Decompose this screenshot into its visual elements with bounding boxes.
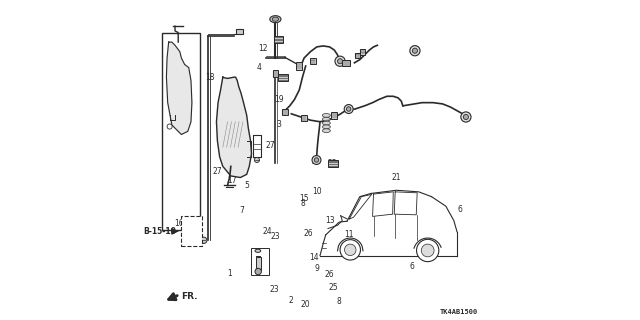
Text: 9: 9 bbox=[314, 264, 319, 273]
Circle shape bbox=[312, 156, 321, 164]
Bar bbox=[181, 216, 202, 246]
Text: 22: 22 bbox=[311, 157, 321, 166]
Text: 13: 13 bbox=[324, 216, 334, 225]
Ellipse shape bbox=[270, 16, 281, 23]
Circle shape bbox=[344, 244, 356, 256]
Text: 5: 5 bbox=[244, 181, 249, 190]
Text: 19: 19 bbox=[274, 95, 284, 104]
Bar bbox=[274, 36, 284, 43]
Text: 2: 2 bbox=[289, 296, 294, 305]
Text: 26: 26 bbox=[303, 229, 313, 238]
Circle shape bbox=[410, 46, 420, 56]
Circle shape bbox=[412, 48, 417, 53]
Ellipse shape bbox=[272, 17, 278, 21]
Ellipse shape bbox=[255, 249, 260, 252]
Circle shape bbox=[463, 115, 468, 120]
Circle shape bbox=[344, 105, 353, 114]
Text: 26: 26 bbox=[324, 270, 333, 279]
Ellipse shape bbox=[323, 117, 330, 121]
Text: 11: 11 bbox=[344, 230, 353, 239]
Bar bbox=[255, 257, 260, 270]
Text: 8: 8 bbox=[300, 198, 305, 207]
Bar bbox=[310, 58, 316, 64]
Text: 17: 17 bbox=[228, 176, 237, 185]
Text: 14: 14 bbox=[309, 253, 319, 262]
Bar bbox=[301, 115, 307, 121]
Text: 7: 7 bbox=[239, 206, 244, 215]
Circle shape bbox=[335, 56, 345, 66]
Bar bbox=[278, 74, 288, 81]
Circle shape bbox=[337, 59, 342, 64]
Polygon shape bbox=[166, 42, 192, 134]
Text: 27: 27 bbox=[266, 141, 275, 150]
Ellipse shape bbox=[323, 125, 330, 129]
Text: 6: 6 bbox=[458, 205, 463, 214]
Circle shape bbox=[254, 157, 259, 163]
Bar bbox=[296, 62, 303, 70]
Text: 4: 4 bbox=[257, 63, 262, 72]
Circle shape bbox=[255, 268, 261, 275]
Bar bbox=[236, 29, 243, 34]
Circle shape bbox=[200, 237, 207, 244]
Bar bbox=[328, 160, 337, 166]
Circle shape bbox=[167, 124, 172, 129]
Text: 8: 8 bbox=[337, 297, 342, 306]
Circle shape bbox=[421, 244, 434, 257]
Text: 21: 21 bbox=[392, 173, 401, 182]
Text: 16: 16 bbox=[174, 219, 184, 228]
Polygon shape bbox=[216, 77, 252, 178]
Text: 27: 27 bbox=[212, 167, 222, 176]
Text: FR.: FR. bbox=[181, 292, 198, 301]
Bar bbox=[251, 248, 269, 275]
Circle shape bbox=[461, 112, 471, 122]
FancyBboxPatch shape bbox=[163, 33, 200, 230]
Bar bbox=[360, 49, 365, 54]
Text: 6: 6 bbox=[410, 262, 415, 271]
Text: 23: 23 bbox=[270, 284, 280, 293]
Circle shape bbox=[340, 240, 360, 260]
Text: 10: 10 bbox=[312, 188, 322, 196]
Text: 23: 23 bbox=[271, 232, 280, 241]
Ellipse shape bbox=[323, 129, 330, 132]
Text: 1: 1 bbox=[227, 268, 232, 278]
Text: 23: 23 bbox=[328, 159, 337, 168]
Text: 15: 15 bbox=[300, 194, 309, 203]
Bar bbox=[273, 70, 278, 77]
Text: 20: 20 bbox=[301, 300, 310, 309]
Circle shape bbox=[346, 107, 351, 111]
Bar bbox=[282, 109, 288, 116]
Circle shape bbox=[417, 239, 439, 262]
Text: 24: 24 bbox=[262, 227, 272, 236]
Text: 12: 12 bbox=[258, 44, 268, 53]
Bar bbox=[332, 112, 337, 119]
Bar bbox=[342, 60, 351, 66]
Ellipse shape bbox=[323, 121, 330, 125]
Text: B-15-10: B-15-10 bbox=[143, 227, 176, 236]
Bar bbox=[355, 52, 360, 58]
Ellipse shape bbox=[323, 114, 330, 117]
Circle shape bbox=[314, 158, 319, 162]
Text: TK4AB1500: TK4AB1500 bbox=[440, 308, 477, 315]
Text: 18: 18 bbox=[205, 73, 215, 82]
Text: 25: 25 bbox=[329, 283, 339, 292]
Text: 3: 3 bbox=[276, 120, 281, 130]
